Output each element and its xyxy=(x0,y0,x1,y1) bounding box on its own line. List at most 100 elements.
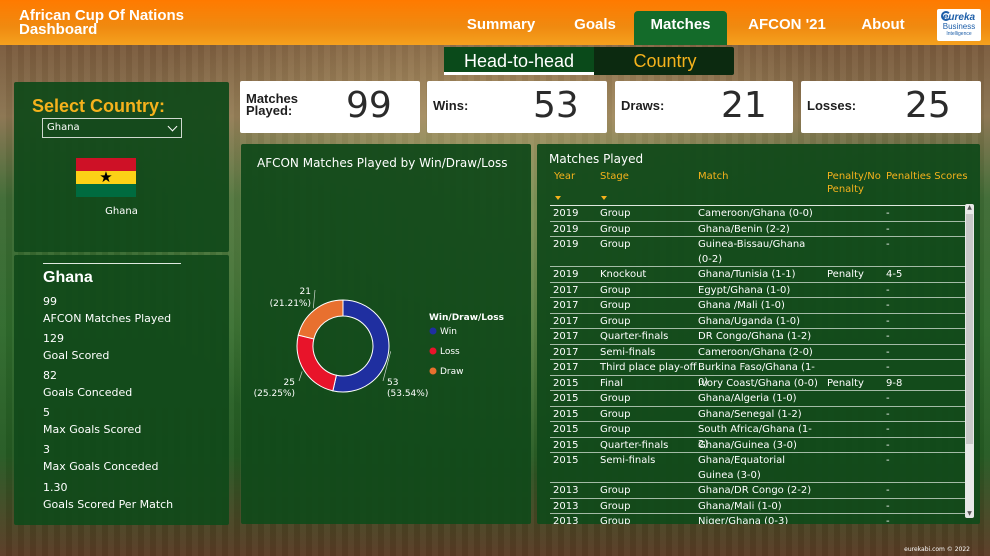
nav-summary[interactable]: Summary xyxy=(466,16,536,33)
table-row[interactable]: 2013 Group Ghana/Mali (1-0) - xyxy=(550,499,968,514)
nav-matches[interactable]: Matches xyxy=(634,11,727,45)
cell-stage: Semi-finals xyxy=(600,455,656,466)
cell-stage: Group xyxy=(600,315,631,327)
table-row[interactable]: 2015 Group South Africa/Ghana (1-2) - xyxy=(550,422,968,450)
table-row[interactable]: 2015 Quarter-finals Ghana/Guinea (3-0) - xyxy=(550,438,968,453)
app-title: African Cup Of Nations Dashboard xyxy=(19,7,185,38)
view-subtabs: Head-to-head Country xyxy=(444,47,734,75)
header-bar xyxy=(0,0,990,45)
tab-country[interactable]: Country xyxy=(633,51,697,71)
data-label-percent: (53.54%) xyxy=(387,389,428,399)
sort-arrow-icon[interactable] xyxy=(555,196,561,200)
table-row[interactable]: 2013 Group Ghana/DR Congo (2-2) - xyxy=(550,483,968,499)
cell-penalties-score: - xyxy=(886,408,890,420)
leader-line xyxy=(382,351,392,382)
cell-penalty: Penalty xyxy=(827,269,864,280)
stat-max-goals-conceded: 3 Max Goals Conceded xyxy=(43,443,159,473)
legend-label-win[interactable]: Win xyxy=(440,327,457,337)
data-label-value: 25 xyxy=(284,378,295,388)
cell-year: 2017 xyxy=(553,331,579,342)
matches-played-table-panel: Matches Played Year Stage Match Penalty/… xyxy=(537,144,980,524)
cell-year: 2019 xyxy=(553,239,579,250)
col-year[interactable]: Year xyxy=(554,171,576,182)
table-row[interactable]: 2019 Group Cameroon/Ghana (0-0) - xyxy=(550,206,968,222)
col-match[interactable]: Match xyxy=(698,171,729,182)
cell-penalties-score: - xyxy=(886,362,890,373)
kpi-draws: Draws: 21 xyxy=(615,81,793,133)
table-row[interactable]: 2017 Semi-finals Cameroon/Ghana (2-0) - xyxy=(550,345,968,360)
cell-match: Ghana/Uganda (1-0) xyxy=(698,315,800,327)
legend-marker-draw[interactable] xyxy=(429,367,437,375)
select-country-label: Select Country: xyxy=(32,96,166,116)
table-body: 2019 Group Cameroon/Ghana (0-0) - 2019 Group G… xyxy=(550,206,968,524)
table-row[interactable]: 2017 Third place play-off Burkina Faso/Gha… xyxy=(550,360,968,388)
legend-label-draw[interactable]: Draw xyxy=(440,367,464,377)
col-penalty[interactable]: Penalty/No Penalty xyxy=(827,171,881,195)
cell-year: 2019 xyxy=(553,223,579,235)
cell-penalties-score: - xyxy=(886,516,890,524)
cell-year: 2017 xyxy=(553,362,579,373)
stats-divider xyxy=(43,263,181,264)
country-dropdown[interactable]: Ghana xyxy=(42,118,182,138)
cell-match: Ghana/Mali (1-0) xyxy=(698,500,782,512)
cell-year: 2019 xyxy=(553,208,579,219)
nav-afcon-21[interactable]: AFCON '21 xyxy=(748,16,826,33)
scroll-up-icon[interactable]: ▲ xyxy=(967,204,972,211)
donut-slice-draw[interactable] xyxy=(297,299,344,340)
table-scrollbar[interactable]: ▲ ▼ xyxy=(965,204,974,518)
cell-penalties-score: - xyxy=(886,331,890,342)
cell-penalties-score: - xyxy=(886,284,890,296)
donut-slice-loss[interactable] xyxy=(296,334,337,392)
logo-swoosh-icon xyxy=(941,11,951,21)
cell-penalties-score: - xyxy=(886,393,890,404)
scrollbar-thumb[interactable] xyxy=(966,214,973,444)
nav-about[interactable]: About xyxy=(861,16,905,33)
stat-goals-per-match: 1.30 Goals Scored Per Match xyxy=(43,481,174,511)
cell-year: 2013 xyxy=(553,516,579,524)
cell-penalties-score: - xyxy=(886,424,890,435)
cell-stage: Group xyxy=(600,208,631,219)
col-penalties-scores[interactable]: Penalties Scores xyxy=(886,171,968,182)
table-row[interactable]: 2017 Group Ghana /Mali (1-0) - xyxy=(550,298,968,314)
kpi-draws-value: 21 xyxy=(721,85,767,126)
cell-penalties-score: - xyxy=(886,223,890,235)
cell-year: 2017 xyxy=(553,315,579,327)
stat-matches-played: 99 AFCON Matches Played xyxy=(43,295,172,325)
cell-year: 2017 xyxy=(553,346,579,358)
leader-line xyxy=(312,289,316,309)
cell-penalties-score: - xyxy=(886,439,890,451)
cell-stage: Group xyxy=(600,500,631,512)
cell-match: Guinea-Bissau/Ghana (0-2) xyxy=(698,239,806,265)
cell-match: Burkina Faso/Ghana (1-0) xyxy=(698,362,815,388)
nav-goals[interactable]: Goals xyxy=(574,16,616,33)
country-dropdown-value: Ghana xyxy=(47,122,80,133)
scroll-down-icon[interactable]: ▼ xyxy=(967,510,972,517)
table-row[interactable]: 2019 Knockout Ghana/Tunisia (1-1) Penalty 4-… xyxy=(550,267,968,283)
table-row[interactable]: 2015 Group Ghana/Senegal (1-2) - xyxy=(550,407,968,422)
col-stage[interactable]: Stage xyxy=(600,171,629,182)
table-row[interactable]: 2013 Group Niger/Ghana (0-3) - xyxy=(550,514,968,524)
sort-arrow-icon[interactable] xyxy=(601,196,607,200)
cell-year: 2013 xyxy=(553,500,579,512)
cell-year: 2017 xyxy=(553,300,579,311)
win-draw-loss-chart-panel: AFCON Matches Played by Win/Draw/Loss 53… xyxy=(241,144,531,524)
table-row[interactable]: 2017 Group Egypt/Ghana (1-0) - xyxy=(550,283,968,298)
cell-stage: Group xyxy=(600,485,631,496)
table-row[interactable]: 2017 Quarter-finals DR Congo/Ghana (1-2) - xyxy=(550,329,968,345)
table-row[interactable]: 2019 Group Guinea-Bissau/Ghana (0-2) - xyxy=(550,237,968,267)
table-row[interactable]: 2015 Semi-finals Ghana/Equatorial Guinea (… xyxy=(550,453,968,483)
tab-head-to-head[interactable]: Head-to-head xyxy=(444,47,594,75)
legend-title: Win/Draw/Loss xyxy=(429,313,504,323)
table-row[interactable]: 2015 Group Ghana/Algeria (1-0) - xyxy=(550,391,968,407)
table-row[interactable]: 2015 Final Ivory Coast/Ghana (0-0) Penalty 9… xyxy=(550,376,968,391)
table-row[interactable]: 2017 Group Ghana/Uganda (1-0) - xyxy=(550,314,968,329)
table-row[interactable]: 2019 Group Ghana/Benin (2-2) - xyxy=(550,222,968,237)
legend-marker-win[interactable] xyxy=(429,327,437,335)
data-label-percent: (21.21%) xyxy=(270,299,311,309)
donut-slice-win[interactable] xyxy=(332,299,390,393)
table-header-divider xyxy=(550,205,968,206)
legend-label-loss[interactable]: Loss xyxy=(440,347,460,357)
cell-match: Ghana/Tunisia (1-1) xyxy=(698,269,796,280)
leader-line xyxy=(298,371,303,382)
legend-marker-loss[interactable] xyxy=(429,347,437,355)
